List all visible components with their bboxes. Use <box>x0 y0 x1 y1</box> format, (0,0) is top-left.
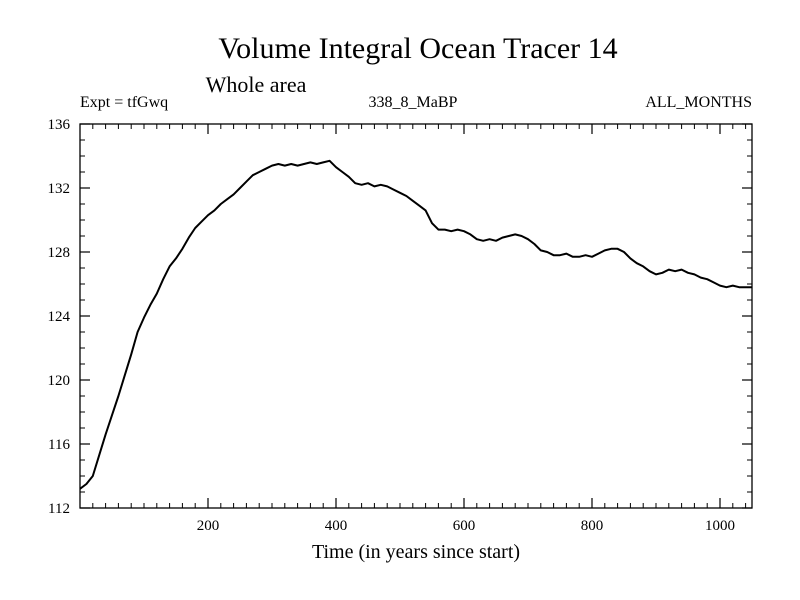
x-tick-labels: 200 400 600 800 1000 <box>197 518 735 534</box>
experiment-label: Expt = tfGwq <box>80 94 168 111</box>
chart-title: Volume Integral Ocean Tracer 14 <box>218 32 617 65</box>
y-tick-label: 112 <box>48 501 70 517</box>
x-tick-label: 800 <box>581 518 604 534</box>
plot-frame <box>79 123 753 509</box>
y-tick-label: 124 <box>48 309 71 325</box>
y-tick-label: 132 <box>48 181 71 197</box>
y-tick-label: 116 <box>48 437 70 453</box>
period-label: 338_8_MaBP <box>369 94 458 111</box>
x-tick-label: 400 <box>325 518 348 534</box>
x-tick-label: 1000 <box>705 518 735 534</box>
months-label: ALL_MONTHS <box>645 94 752 111</box>
y-tick-label: 120 <box>48 373 71 389</box>
x-axis-label: Time (in years since start) <box>312 541 520 563</box>
series-line <box>79 159 752 490</box>
chart-subtitle: Whole area <box>206 72 307 97</box>
y-tick-label: 136 <box>48 117 71 133</box>
x-tick-label: 600 <box>453 518 476 534</box>
y-tick-labels: 112 116 120 124 128 132 136 <box>48 117 71 517</box>
axis-ticks <box>80 123 752 509</box>
series-layer <box>79 159 752 490</box>
x-tick-label: 200 <box>197 518 220 534</box>
y-tick-label: 128 <box>48 245 71 261</box>
